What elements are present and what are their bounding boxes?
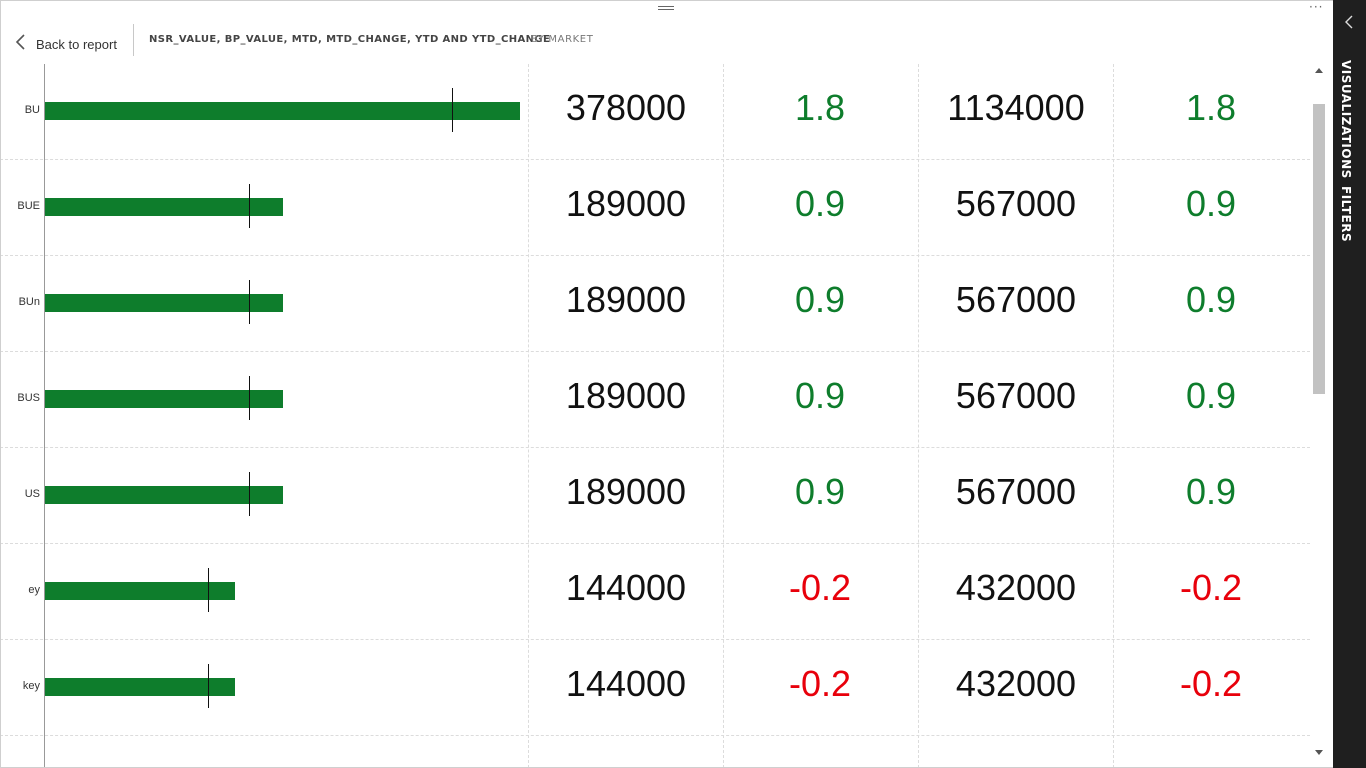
column-separator	[918, 64, 919, 768]
row-category-label: ey	[28, 584, 40, 596]
nsr-value-bar[interactable]	[45, 486, 283, 504]
nsr-value-bar[interactable]	[45, 678, 235, 696]
bp-value-target-marker	[249, 376, 250, 420]
table-row[interactable]: BU 378000 1.8 1134000 1.8	[0, 64, 1310, 160]
nsr-value-bar[interactable]	[45, 198, 283, 216]
row-category-label: key	[22, 680, 40, 692]
bp-value-target-marker	[249, 472, 250, 516]
ytd-value: 567000	[955, 471, 1077, 512]
mtd-value: 189000	[565, 375, 687, 416]
bp-value-target-marker	[208, 664, 209, 708]
nsr-value-bar[interactable]	[45, 294, 283, 312]
ytd-value: 432000	[955, 567, 1077, 608]
nsr-value-bar[interactable]	[45, 102, 520, 120]
mtd-value: 144000	[565, 567, 687, 608]
ytd-change-value: 0.9	[1185, 375, 1237, 416]
bp-value-target-marker	[452, 88, 453, 132]
visual-header: Back to report NSR_VALUE, BP_VALUE, MTD,…	[0, 20, 1332, 64]
chevron-left-icon	[15, 34, 25, 50]
mtd-value: 189000	[565, 279, 687, 320]
ytd-change-value: -0.2	[1179, 663, 1243, 704]
ytd-value: 432000	[955, 663, 1077, 704]
bp-value-target-marker	[208, 568, 209, 612]
tab-filters[interactable]: FILTERS	[1339, 186, 1353, 243]
table-row[interactable]: BUE 189000 0.9 567000 0.9	[0, 160, 1310, 256]
bar-axis-line	[44, 64, 45, 768]
ytd-value: 567000	[955, 183, 1077, 224]
back-to-report-button[interactable]: Back to report	[14, 30, 117, 54]
ytd-value: 567000	[955, 375, 1077, 416]
table-row[interactable]: BUn 189000 0.9 567000 0.9	[0, 256, 1310, 352]
ytd-change-value: 0.9	[1185, 183, 1237, 224]
chevron-left-icon[interactable]	[1343, 14, 1357, 30]
mtd-change-value: 0.9	[794, 183, 846, 224]
scroll-thumb[interactable]	[1313, 104, 1325, 394]
mtd-change-value: 0.9	[794, 279, 846, 320]
side-pane: VISUALIZATIONS FILTERS	[1333, 0, 1366, 768]
scroll-up-arrow-icon[interactable]	[1315, 68, 1323, 73]
drag-handle[interactable]	[658, 6, 674, 12]
column-separator	[528, 64, 529, 768]
mtd-value: 378000	[565, 87, 687, 128]
row-category-label: BUn	[18, 296, 40, 308]
vertical-scrollbar[interactable]	[1312, 64, 1326, 768]
table-row[interactable]: BUS 189000 0.9 567000 0.9	[0, 352, 1310, 448]
ytd-value: 567000	[955, 279, 1077, 320]
nsr-value-bar[interactable]	[45, 582, 235, 600]
back-to-report-label: Back to report	[36, 36, 117, 52]
mtd-value: 189000	[565, 183, 687, 224]
bp-value-target-marker	[249, 184, 250, 228]
more-options-icon[interactable]: ···	[1309, 0, 1324, 14]
table-row[interactable]: US 189000 0.9 567000 0.9	[0, 448, 1310, 544]
mtd-change-value: 0.9	[794, 471, 846, 512]
column-separator	[1113, 64, 1114, 768]
column-separator	[723, 64, 724, 768]
table-row[interactable]: ey 144000 -0.2 432000 -0.2	[0, 544, 1310, 640]
mtd-value: 144000	[565, 663, 687, 704]
ytd-change-value: 0.9	[1185, 471, 1237, 512]
visual-title: NSR_VALUE, BP_VALUE, MTD, MTD_CHANGE, YT…	[149, 34, 551, 45]
scroll-down-arrow-icon[interactable]	[1315, 750, 1323, 755]
kpi-table: BU 378000 1.8 1134000 1.8 BUE 189000 0.9 567000 0…	[0, 64, 1312, 768]
bp-value-target-marker	[249, 280, 250, 324]
mtd-change-value: -0.2	[788, 663, 852, 704]
ytd-change-value: -0.2	[1179, 567, 1243, 608]
visual-subtitle: BY MARKET	[531, 34, 594, 45]
row-category-label: BUE	[17, 200, 40, 212]
row-category-label: BUS	[17, 392, 40, 404]
row-category-label: US	[24, 488, 40, 500]
mtd-change-value: -0.2	[788, 567, 852, 608]
mtd-change-value: 1.8	[794, 87, 846, 128]
mtd-change-value: 0.9	[794, 375, 846, 416]
row-category-label: BU	[24, 104, 40, 116]
nsr-value-bar[interactable]	[45, 390, 283, 408]
ytd-change-value: 1.8	[1185, 87, 1237, 128]
ytd-change-value: 0.9	[1185, 279, 1237, 320]
tab-visualizations[interactable]: VISUALIZATIONS	[1339, 60, 1353, 179]
header-divider	[133, 24, 134, 56]
table-row[interactable]: key 144000 -0.2 432000 -0.2	[0, 640, 1310, 736]
ytd-value: 1134000	[947, 87, 1085, 128]
mtd-value: 189000	[565, 471, 687, 512]
